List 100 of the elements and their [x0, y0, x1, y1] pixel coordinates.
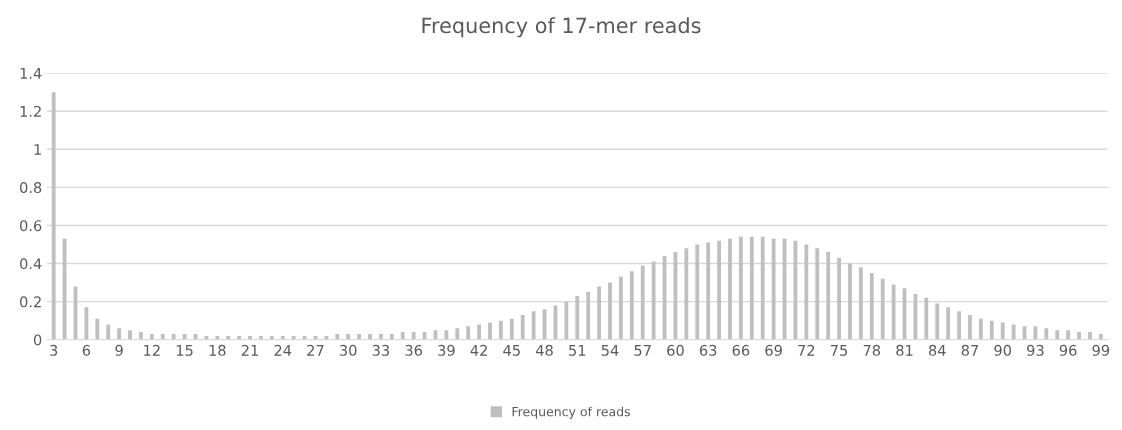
- bar: [935, 303, 940, 340]
- y-tick-label: 0.8: [20, 182, 42, 194]
- x-tick-label: 45: [503, 345, 520, 356]
- bar: [717, 240, 721, 340]
- y-tick-label: 0.6: [20, 220, 42, 232]
- x-tick-label: 36: [405, 344, 422, 356]
- bar: [728, 238, 732, 340]
- bar: [575, 295, 580, 340]
- bar: [1088, 332, 1092, 340]
- x-tick-label: 63: [699, 344, 717, 356]
- bar: [1077, 332, 1081, 340]
- bar: [128, 330, 132, 340]
- bar: [618, 276, 623, 340]
- bar: [477, 324, 481, 340]
- bar: [640, 265, 645, 340]
- bar: [84, 307, 89, 340]
- bar: [117, 328, 122, 340]
- bar: [848, 263, 852, 340]
- x-tick-label: 87: [961, 344, 978, 356]
- y-tick-label: 1.4: [20, 68, 42, 79]
- bar: [891, 284, 896, 340]
- y-tick-label: 1.2: [20, 105, 41, 117]
- bar: [368, 333, 372, 340]
- bar: [171, 333, 176, 340]
- bar: [957, 311, 961, 340]
- bar: [968, 314, 972, 340]
- bar: [1055, 330, 1060, 340]
- x-tick-label: 9: [115, 344, 123, 356]
- bar: [389, 333, 394, 340]
- y-tick-label: 0.2: [20, 296, 41, 308]
- bar: [346, 333, 351, 340]
- bar: [1098, 333, 1103, 340]
- x-tick-label: 33: [372, 344, 390, 356]
- x-tick-label: 75: [830, 345, 848, 356]
- bar: [869, 273, 874, 340]
- bar: [531, 311, 536, 340]
- bar: [106, 324, 111, 340]
- bar: [444, 330, 449, 340]
- bar: [760, 236, 765, 340]
- y-tick-label: 0.4: [20, 258, 42, 270]
- bar: [989, 320, 994, 340]
- bar: [499, 320, 503, 340]
- chart-title: Frequency of 17-mer reads: [422, 17, 701, 38]
- x-tick-label: 51: [569, 345, 586, 356]
- bar: [826, 252, 831, 340]
- bar: [51, 92, 56, 340]
- bar: [804, 244, 809, 340]
- x-tick-label: 78: [863, 344, 881, 356]
- x-tick-label: 60: [667, 344, 684, 356]
- bar: [411, 332, 416, 340]
- x-tick-label: 54: [601, 345, 619, 356]
- bar: [1011, 324, 1016, 340]
- bar: [749, 236, 754, 340]
- bar: [357, 333, 362, 340]
- bar: [771, 238, 776, 340]
- bar: [564, 301, 569, 340]
- x-tick-label: 99: [1092, 344, 1110, 356]
- x-tick-label: 69: [765, 344, 782, 356]
- bar: [629, 271, 634, 340]
- bar: [597, 286, 601, 340]
- bar: [466, 326, 471, 340]
- bar: [149, 333, 154, 340]
- bar: [379, 333, 383, 340]
- x-tick-label: 18: [209, 344, 226, 356]
- x-tick-label: 12: [144, 344, 160, 356]
- x-tick-label: 66: [732, 344, 750, 356]
- bar: [924, 297, 929, 340]
- bar: [1066, 330, 1071, 340]
- bar: [608, 282, 612, 340]
- bar: [509, 318, 514, 340]
- x-tick-label: 21: [241, 344, 258, 356]
- bar: [815, 248, 820, 340]
- bar: [488, 322, 492, 340]
- bar: [455, 328, 460, 340]
- x-tick-label: 24: [274, 344, 292, 356]
- x-tick-label: 27: [307, 344, 324, 356]
- bar: [520, 314, 525, 340]
- x-tick-label: 6: [82, 344, 91, 356]
- bar: [695, 244, 700, 340]
- x-tick-label: 81: [896, 344, 913, 356]
- x-tick-label: 48: [535, 344, 553, 356]
- bar: [684, 248, 689, 340]
- bar: [400, 332, 405, 340]
- x-tick-label: 96: [1059, 344, 1077, 356]
- bar: [335, 333, 340, 340]
- y-tick-label: 0: [33, 334, 42, 346]
- x-tick-label: 57: [634, 345, 651, 356]
- x-tick-label: 72: [798, 344, 815, 356]
- x-tick-label: 84: [928, 344, 946, 356]
- bar: [160, 333, 165, 340]
- bar: [1044, 328, 1049, 340]
- bar: [880, 278, 885, 340]
- bar: [139, 332, 143, 340]
- bar: [738, 236, 743, 340]
- x-tick-label: 42: [470, 344, 487, 356]
- x-tick-label: 90: [994, 344, 1011, 356]
- bar: [1000, 322, 1005, 340]
- legend-label: Frequency of reads: [512, 406, 630, 419]
- x-tick-label: 3: [50, 344, 58, 356]
- bar: [837, 257, 841, 340]
